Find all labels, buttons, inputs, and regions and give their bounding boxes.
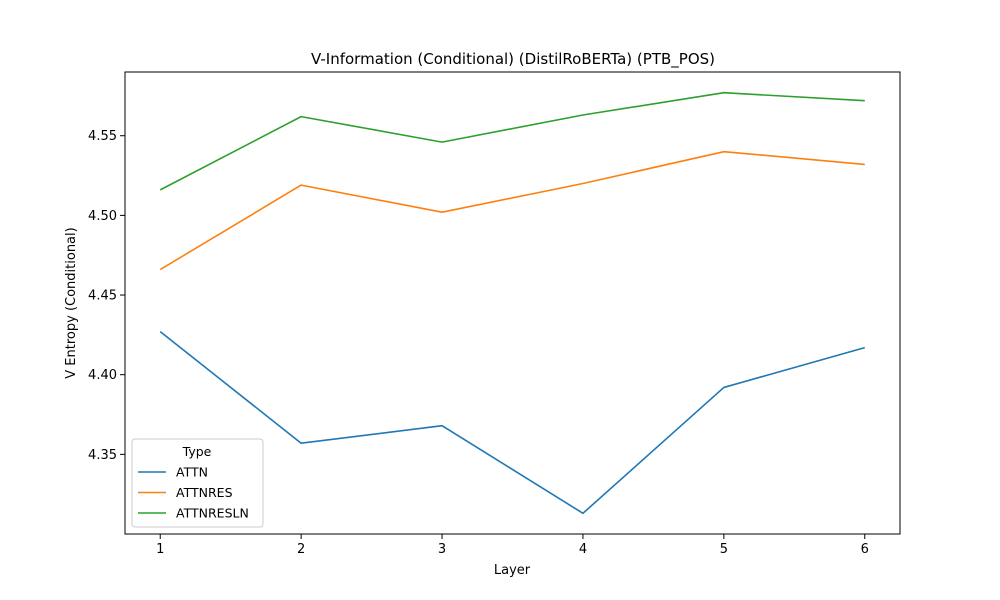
legend-label-attnres: ATTNRES bbox=[176, 485, 233, 500]
series-line-attnresln bbox=[159, 91, 865, 191]
x-tick-label: 1 bbox=[156, 542, 164, 557]
y-tick-label: 4.40 bbox=[88, 368, 117, 383]
legend-title: Type bbox=[182, 444, 212, 459]
x-tick-label: 5 bbox=[720, 542, 728, 557]
y-tick-label: 4.45 bbox=[88, 289, 117, 304]
legend-label-attn: ATTN bbox=[176, 465, 208, 480]
plot-frame bbox=[124, 71, 901, 535]
legend-entries: ATTN ATTNRES ATTNRESLN bbox=[138, 465, 249, 521]
y-tick-label: 4.55 bbox=[88, 129, 117, 144]
y-axis-ticks: 4.35 4.40 4.45 4.50 4.55 bbox=[88, 129, 125, 463]
series-line-attn bbox=[159, 331, 865, 515]
legend-label-attnresln: ATTNRESLN bbox=[176, 506, 249, 521]
x-tick-label: 3 bbox=[438, 542, 446, 557]
y-tick-label: 4.50 bbox=[88, 209, 117, 224]
chart-title: V-Information (Conditional) (DistilRoBER… bbox=[311, 50, 715, 69]
legend: Type ATTN ATTNRES ATTNRESLN bbox=[131, 438, 264, 528]
plot-lines bbox=[159, 91, 865, 515]
series-line-attnres bbox=[159, 150, 865, 271]
legend-box bbox=[131, 438, 264, 528]
y-axis-label: V Entropy (Conditional) bbox=[64, 227, 79, 378]
y-tick-label: 4.35 bbox=[88, 448, 117, 463]
x-tick-label: 6 bbox=[861, 542, 869, 557]
x-axis-ticks: 1 2 3 4 5 6 bbox=[156, 534, 869, 557]
x-axis-label: Layer bbox=[494, 563, 531, 578]
x-tick-label: 4 bbox=[579, 542, 587, 557]
x-tick-label: 2 bbox=[297, 542, 305, 557]
